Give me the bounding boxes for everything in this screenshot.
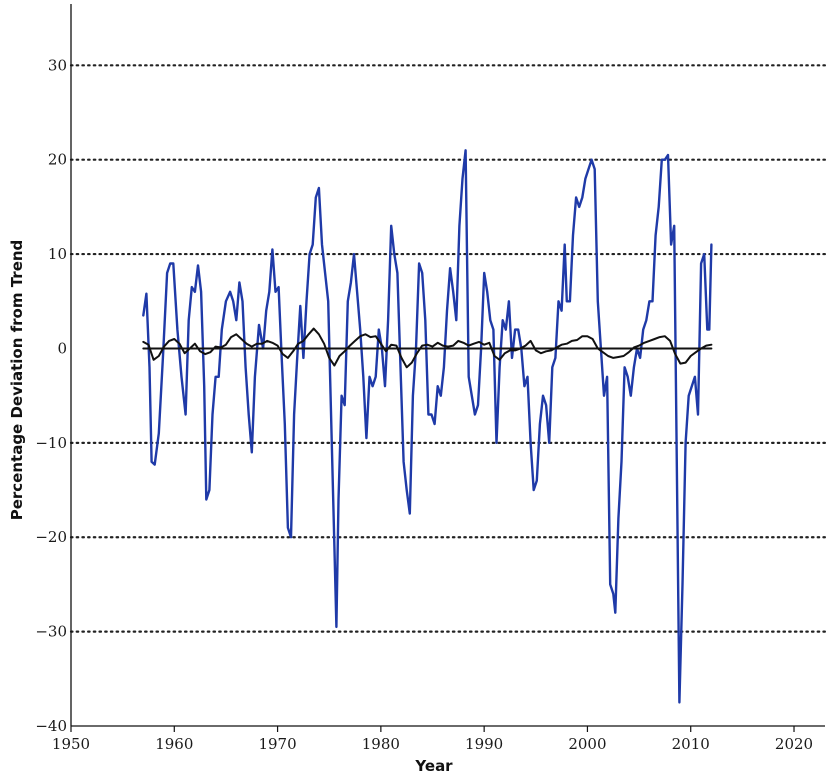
y-tick-label: 10	[48, 245, 67, 263]
y-axis-title: Percentage Deviation from Trend	[8, 240, 26, 521]
x-tick-label: 2010	[672, 735, 710, 753]
grid	[69, 64, 827, 633]
y-tick-label: −30	[35, 623, 67, 641]
y-tick-label: −40	[35, 717, 67, 735]
x-tick-label: 1960	[155, 735, 193, 753]
x-tick-label: 1990	[465, 735, 503, 753]
y-tick-label: −10	[35, 434, 67, 452]
series-line-blue	[142, 149, 713, 704]
x-axis-title: Year	[414, 757, 453, 775]
x-tick-label: 2000	[568, 735, 606, 753]
x-tick-label: 1980	[362, 735, 400, 753]
y-tick-label: 20	[48, 151, 67, 169]
x-tick-label: 2020	[775, 735, 813, 753]
axes	[70, 4, 825, 727]
x-tick-label: 1970	[258, 735, 296, 753]
y-tick-label: 30	[48, 56, 67, 74]
x-tick-label: 1950	[52, 735, 90, 753]
x-tick-labels: 1950 1960 1970 1980 1990 2000 2010 2020	[52, 726, 813, 753]
series-line-black	[142, 327, 713, 369]
y-tick-label: −20	[35, 528, 67, 546]
y-tick-label: 0	[57, 339, 67, 357]
y-tick-labels: 30 20 10 0 −10 −20 −30 −40	[35, 56, 67, 735]
series-group	[142, 149, 713, 704]
